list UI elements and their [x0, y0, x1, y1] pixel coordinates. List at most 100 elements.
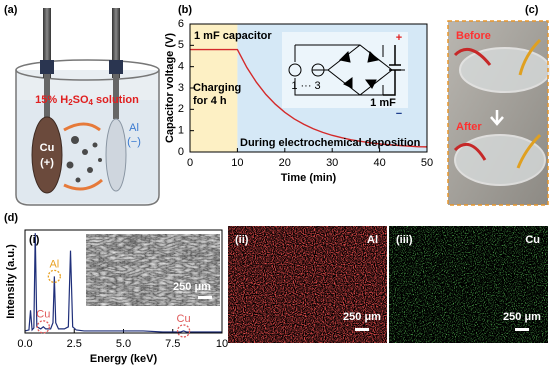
- y-axis-label: Intensity (a.u.): [5, 244, 17, 319]
- wire: [518, 38, 542, 76]
- text: SO: [73, 94, 89, 106]
- x-tick-label: 7.5: [165, 338, 180, 350]
- rod: [112, 8, 120, 78]
- label-before: Before: [456, 30, 491, 42]
- circuit-label: +: [396, 32, 402, 44]
- scale-bar: [355, 328, 369, 331]
- scale-bar-label: 250 μm: [503, 311, 541, 323]
- y-tick-label: 2: [178, 103, 184, 115]
- peak-label: Cu: [36, 309, 50, 321]
- panel-label: (b): [178, 4, 192, 16]
- y-tick-label: 1: [178, 125, 184, 137]
- scale-bar: [198, 296, 212, 299]
- solution-label: 15% H2SO4 solution: [35, 94, 139, 107]
- region: [190, 24, 238, 152]
- wire: [516, 133, 542, 169]
- element-label: Cu: [525, 234, 540, 246]
- x-tick-label: 2.5: [67, 338, 82, 350]
- beaker-rim: [15, 59, 160, 81]
- panel-sub-label: (i): [29, 234, 40, 246]
- peak-marker: [36, 320, 50, 334]
- element-label: Al: [367, 234, 378, 246]
- x-tick-label: 0: [187, 157, 193, 169]
- data-line: [24, 233, 222, 333]
- scale-bar-label: 250 μm: [343, 311, 381, 323]
- panel-c: (c) Before After: [447, 4, 550, 206]
- y-axis-label: Capacitor voltage (V): [164, 33, 176, 143]
- particles: [66, 136, 102, 183]
- map-label: (iii): [396, 234, 413, 246]
- peak-label: Al: [49, 258, 59, 270]
- arrow: [63, 178, 103, 191]
- x-tick-label: 30: [326, 157, 338, 169]
- wire: [44, 74, 50, 119]
- plot-frame: [189, 23, 428, 153]
- x-axis-label: Time (min): [281, 172, 337, 184]
- x-tick-label: 5.0: [116, 338, 131, 350]
- plot-frame: [24, 229, 223, 334]
- x-tick-label: 10: [231, 157, 243, 169]
- arrow: [63, 122, 101, 132]
- scale-bar-label: 250 μm: [173, 281, 211, 293]
- y-tick-label: 6: [178, 18, 184, 30]
- electrode-sign: (−): [127, 136, 141, 148]
- arrow: [490, 110, 504, 126]
- map-cu-dots: [389, 226, 548, 343]
- x-tick-label: 10: [216, 338, 228, 350]
- ac-source: [288, 63, 302, 77]
- y-tick-label: 0: [178, 146, 184, 158]
- circuit: [282, 32, 408, 108]
- x-tick-label: 50: [421, 157, 433, 169]
- peak-marker: [176, 324, 191, 338]
- label-after: After: [456, 121, 482, 133]
- electrode-sign: (+): [40, 157, 54, 169]
- panel-label: (d): [4, 212, 18, 224]
- clamp: [109, 60, 123, 74]
- x-tick-label: 0.0: [17, 338, 32, 350]
- circuit-label: 1 mF: [370, 97, 396, 109]
- diodes: [338, 50, 380, 89]
- annotation: Charging: [193, 82, 241, 94]
- peak-marker: [47, 269, 62, 284]
- circuit-label: −: [396, 108, 402, 120]
- y-tick-label: 3: [178, 82, 184, 94]
- border: [447, 20, 549, 206]
- sem-texture: [86, 234, 220, 306]
- x-tick-label: 20: [279, 157, 291, 169]
- x-tick-label: 40: [373, 157, 385, 169]
- map-label: (ii): [235, 234, 249, 246]
- text: 2: [68, 98, 73, 107]
- annotation: 1 mF capacitor: [194, 30, 272, 42]
- clamp: [40, 60, 54, 74]
- electrode-label: Cu: [40, 142, 55, 154]
- data-line: [190, 48, 428, 148]
- dish: [454, 134, 546, 186]
- panel-label: (a): [4, 4, 18, 16]
- text: solution: [93, 94, 139, 106]
- wire: [453, 142, 487, 161]
- cu-electrode: [31, 116, 63, 194]
- circuit-label: 1 ··· 3: [291, 80, 320, 92]
- wire: [113, 74, 119, 119]
- peak-label: Cu: [177, 313, 191, 325]
- y-tick-label: 4: [178, 61, 184, 73]
- rod: [43, 8, 51, 78]
- panel-d: (d) (ii) Al 250 μm (iii) Cu 250 μm 0.0 2.…: [4, 212, 548, 365]
- annotation: for 4 h: [193, 95, 227, 107]
- electrode-label: Al: [129, 122, 139, 134]
- panel-a: (a) 15% H2SO4 solution Cu (+) Al (−): [4, 4, 160, 206]
- y-tick-label: 5: [178, 39, 184, 51]
- wire: [453, 47, 492, 66]
- text: 15% H: [35, 94, 68, 106]
- annotation: During electrochemical deposition: [240, 137, 421, 149]
- capacitor: [383, 45, 401, 96]
- text: 4: [89, 98, 94, 107]
- dish: [459, 47, 550, 93]
- panel-b: (b) 0 10 20 30 40 50 0 1 2 3 4 5 6 Time (min) Capacito…: [164, 4, 433, 184]
- ac-source: [311, 63, 325, 77]
- scale-bar: [515, 328, 529, 331]
- panel-label: (c): [525, 4, 539, 16]
- al-electrode: [105, 118, 127, 192]
- map-al-dots: [228, 226, 387, 343]
